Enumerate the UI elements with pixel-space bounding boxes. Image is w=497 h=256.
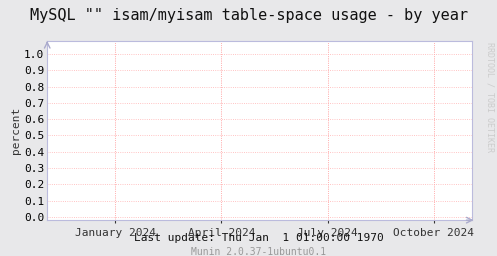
Y-axis label: percent: percent [11,107,21,154]
Text: Last update: Thu Jan  1 01:00:00 1970: Last update: Thu Jan 1 01:00:00 1970 [134,233,383,243]
Text: Munin 2.0.37-1ubuntu0.1: Munin 2.0.37-1ubuntu0.1 [191,247,326,256]
Text: MySQL "" isam/myisam table-space usage - by year: MySQL "" isam/myisam table-space usage -… [29,8,468,23]
Text: RRDTOOL / TOBI OETIKER: RRDTOOL / TOBI OETIKER [486,42,495,152]
